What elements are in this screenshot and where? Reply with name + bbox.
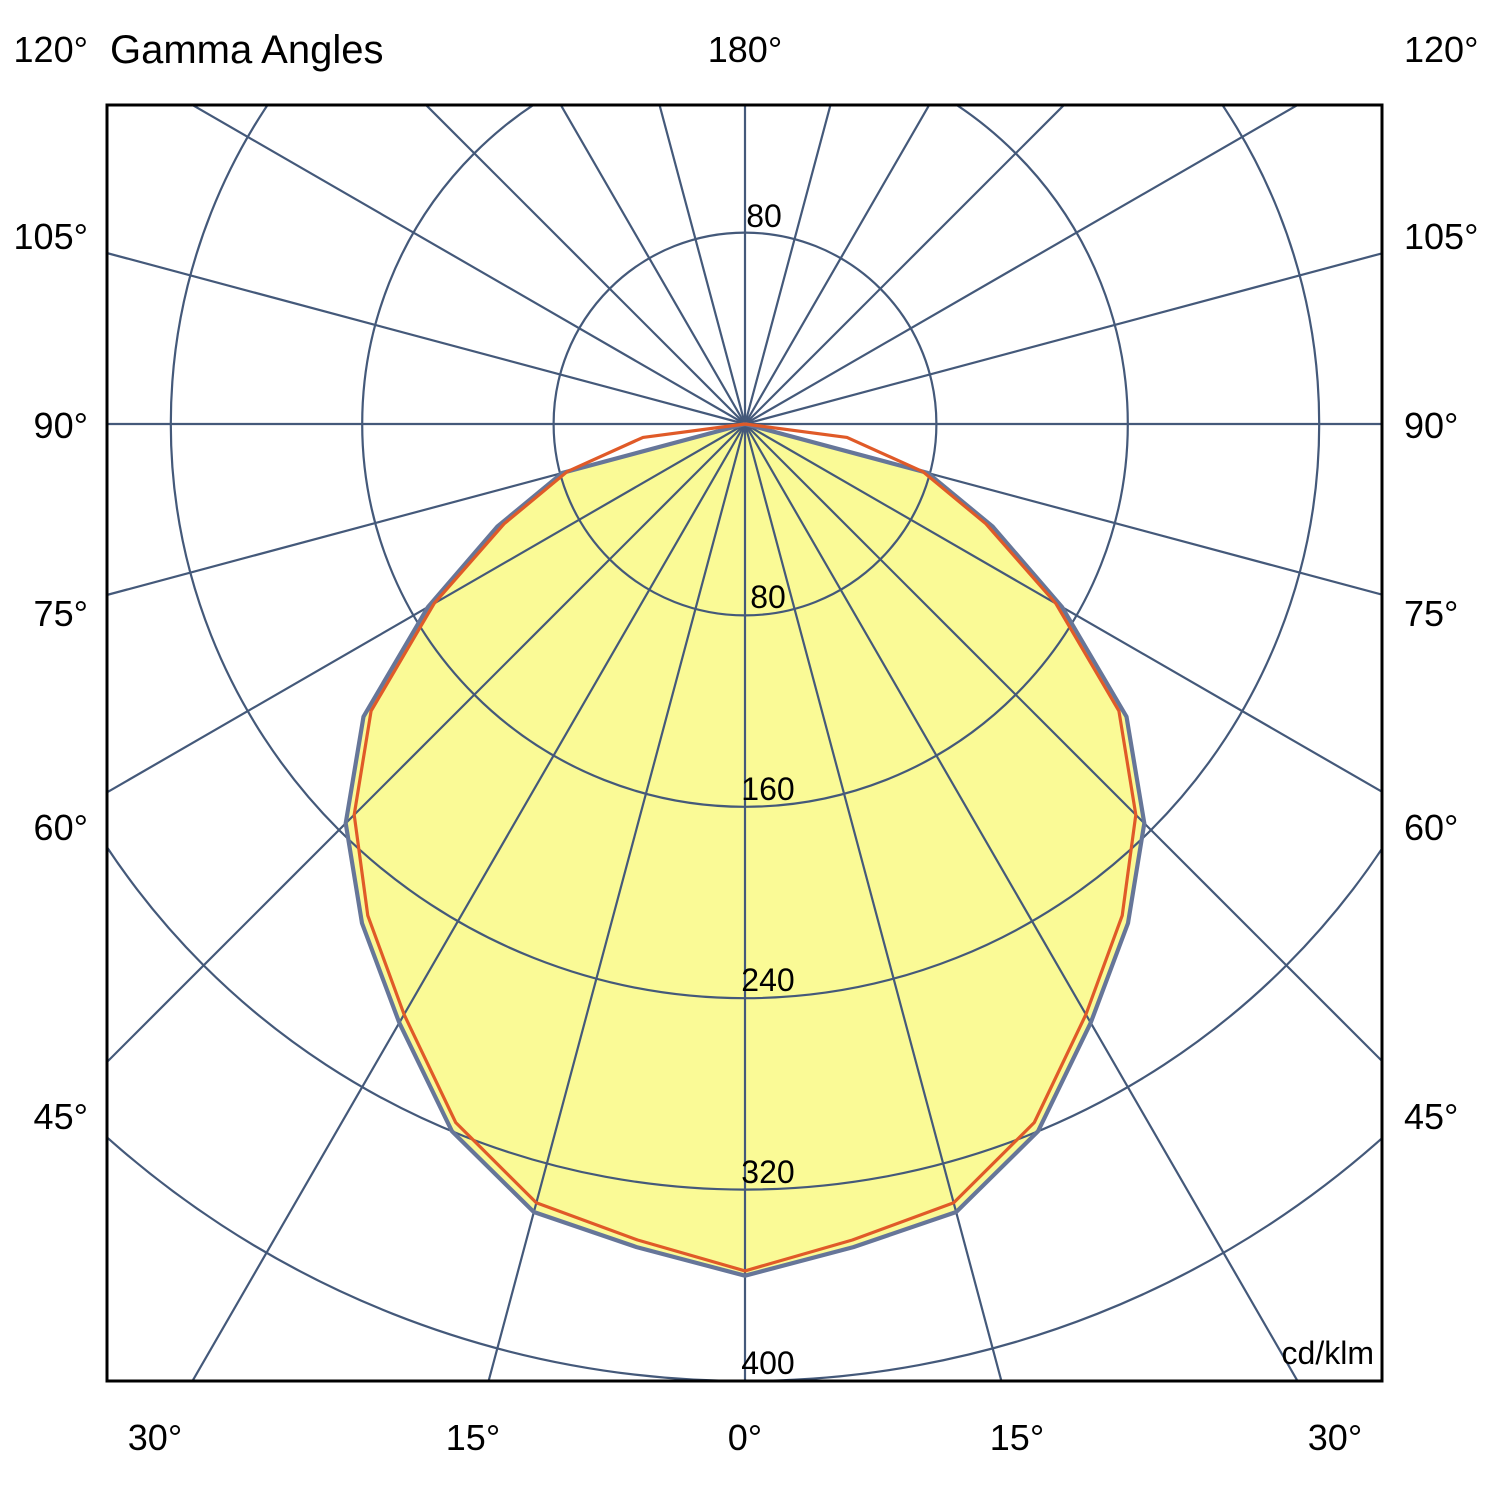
gamma-label-left-105: 105° (13, 216, 88, 257)
gamma-ray (743, 105, 832, 425)
gamma-label-bottom-15l: 15° (445, 1417, 501, 1458)
gamma-ray (191, 423, 746, 1381)
gamma-label-left-60: 60° (33, 807, 88, 848)
gamma-label-bottom-15r: 15° (989, 1417, 1045, 1458)
radial-tick-label: 320 (741, 1154, 794, 1190)
gamma-ray (107, 423, 746, 794)
radial-tick-label: 240 (741, 962, 794, 998)
gamma-ray (744, 105, 1300, 425)
gamma-label-top-180: 180° (707, 29, 783, 70)
gamma-ray (744, 252, 1382, 426)
gamma-ray (744, 105, 931, 425)
gamma-label-right-60: 60° (1404, 807, 1459, 848)
gamma-ray (559, 105, 746, 425)
gamma-label-bottom-0: 0° (727, 1417, 763, 1458)
gamma-ray (744, 423, 1299, 1381)
radial-tick-label: 160 (741, 771, 794, 807)
gamma-ray (744, 423, 1382, 1063)
gamma-ray (743, 423, 1003, 1381)
gamma-label-right-90: 90° (1404, 405, 1459, 446)
gamma-ray (107, 422, 746, 597)
gamma-ray (658, 105, 747, 425)
gamma-label-corner-top-right: 120° (1404, 29, 1479, 70)
gamma-ray (744, 422, 1382, 596)
gamma-label-right-45: 45° (1404, 1096, 1459, 1137)
gamma-ray (744, 423, 1382, 794)
radial-tick-label: 400 (741, 1345, 794, 1381)
gamma-label-bottom-30r: 30° (1307, 1417, 1363, 1458)
plot-border (105, 103, 1384, 1383)
chart-title: Gamma Angles (110, 28, 384, 72)
gamma-label-left-45: 45° (33, 1096, 88, 1137)
gamma-label-left-75: 75° (33, 593, 88, 634)
gamma-ray (487, 423, 747, 1381)
gamma-ray (190, 105, 746, 425)
intensity-curve-2 (352, 422, 1138, 1273)
gamma-label-left-90: 90° (33, 405, 88, 446)
gamma-ray (107, 423, 746, 1064)
gamma-ray (424, 105, 746, 425)
gamma-label-right-105: 105° (1404, 216, 1479, 257)
unit-label: cd/klm (1281, 1335, 1374, 1371)
gamma-label-corner-top-left: 120° (13, 29, 88, 70)
intensity-curve-1 (343, 421, 1147, 1278)
gamma-ray (744, 105, 1066, 425)
gamma-label-bottom-30l: 30° (127, 1417, 183, 1458)
radial-tick-label: 80 (750, 579, 786, 615)
gamma-ray (107, 251, 746, 426)
gamma-label-right-75: 75° (1404, 593, 1459, 634)
radial-tick-label-upper: 80 (746, 198, 782, 234)
